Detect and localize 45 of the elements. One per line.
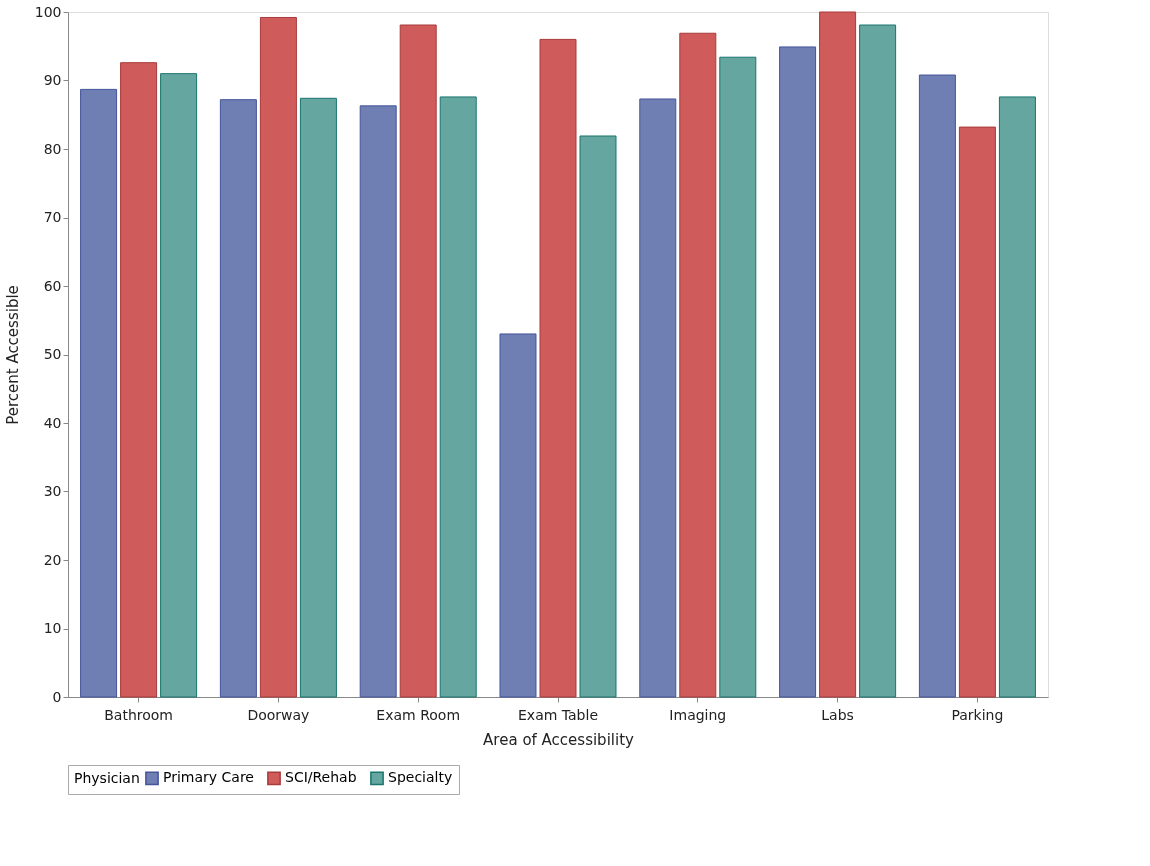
y-tick-label: 90	[43, 72, 62, 88]
y-tick-label: 30	[43, 483, 62, 499]
y-tick-label: 10	[43, 620, 62, 636]
y-tick-label: 0	[52, 688, 62, 705]
legend-label: Primary Care	[163, 769, 254, 786]
bar	[539, 38, 577, 698]
y-tick-label: 20	[43, 551, 62, 568]
x-tick-label: Exam Table	[517, 706, 599, 723]
legend-label: Specialty	[388, 769, 453, 786]
bar	[998, 96, 1036, 698]
y-tick-label: 40	[43, 414, 62, 431]
bar	[779, 46, 817, 698]
bar	[219, 99, 257, 698]
bar	[679, 32, 717, 698]
legend-title: Physician	[74, 770, 140, 786]
bar	[958, 126, 996, 698]
bar	[499, 333, 537, 698]
x-tick-label: Labs	[821, 706, 854, 723]
legend-label: SCI/Rehab	[285, 769, 357, 786]
x-axis-title: Area of Accessibility	[483, 730, 635, 749]
y-tick-label: 80	[43, 140, 62, 157]
x-tick-label: Exam Room	[376, 706, 461, 723]
bar	[719, 56, 757, 698]
bar	[259, 16, 297, 698]
x-tick-label: Parking	[951, 706, 1004, 723]
x-tick-label: Imaging	[669, 706, 727, 723]
bar	[639, 98, 677, 698]
y-tick-label: 70	[43, 209, 62, 225]
y-tick-label: 50	[43, 346, 62, 362]
y-axis-title: Percent Accessible	[3, 285, 22, 425]
bar	[120, 62, 158, 698]
bar	[819, 11, 857, 698]
y-tick-label: 100	[34, 3, 62, 20]
bar	[160, 73, 198, 698]
bar	[579, 135, 617, 698]
x-tick-label: Bathroom	[104, 706, 173, 723]
bar	[359, 105, 397, 698]
bar	[399, 24, 437, 698]
bar	[439, 96, 477, 698]
x-tick-label: Doorway	[247, 706, 310, 723]
bar	[80, 88, 118, 698]
bar	[859, 24, 897, 698]
bar	[918, 74, 956, 698]
y-tick-label: 60	[43, 277, 62, 294]
bar	[299, 97, 337, 698]
